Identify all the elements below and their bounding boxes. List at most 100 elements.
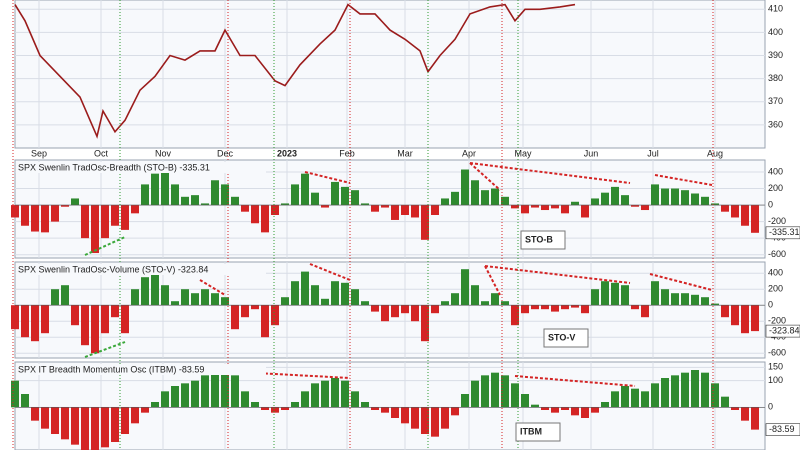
bar — [381, 407, 389, 413]
bar — [401, 407, 409, 424]
bar — [191, 293, 199, 306]
bar — [571, 305, 579, 308]
bar — [371, 407, 379, 410]
bar — [501, 375, 509, 408]
bar — [741, 305, 749, 334]
bar — [631, 205, 639, 207]
bar — [311, 383, 319, 408]
bar — [321, 298, 329, 306]
bar — [721, 205, 729, 212]
value-tag — [765, 226, 800, 240]
bar — [341, 380, 349, 408]
bar — [591, 289, 599, 306]
bar — [521, 205, 529, 214]
bar — [671, 188, 679, 206]
bar — [241, 391, 249, 408]
bar — [51, 289, 59, 306]
plot-area — [14, 159, 766, 259]
bar — [421, 305, 429, 342]
bar — [541, 407, 549, 410]
y-tick-label: -600 — [768, 249, 786, 259]
bar — [131, 289, 139, 306]
bar — [491, 372, 499, 408]
y-tick-label: -200 — [768, 316, 786, 326]
bar — [531, 404, 539, 408]
trendline — [84, 236, 126, 256]
bar — [341, 282, 349, 306]
trendline — [484, 265, 501, 296]
bar — [571, 407, 579, 416]
bar — [21, 205, 29, 226]
bar — [481, 190, 489, 206]
bar — [211, 180, 219, 206]
bar — [511, 205, 519, 209]
bar — [301, 391, 309, 408]
bar — [371, 205, 379, 212]
bar — [61, 407, 69, 440]
bar — [351, 391, 359, 408]
bar — [631, 305, 639, 310]
bar — [101, 407, 109, 448]
x-tick-label: Jun — [584, 148, 599, 158]
bar — [631, 388, 639, 408]
bar — [221, 297, 229, 306]
bar — [751, 407, 759, 430]
trendline — [469, 162, 631, 184]
bar — [571, 201, 579, 206]
bar — [381, 205, 389, 208]
value-tag-label: -83.59 — [769, 424, 795, 434]
bar — [261, 305, 269, 338]
bar — [561, 407, 569, 410]
bar — [401, 205, 409, 215]
bar — [691, 370, 699, 408]
bar — [391, 407, 399, 418]
bar — [421, 205, 429, 240]
bar — [291, 402, 299, 408]
bar — [211, 372, 219, 408]
bar — [41, 407, 49, 429]
bar — [361, 203, 369, 206]
bar — [291, 184, 299, 206]
value-tag — [765, 324, 800, 338]
x-tick-label: Mar — [397, 148, 413, 158]
bar — [221, 184, 229, 206]
bar — [711, 303, 719, 306]
bar — [191, 380, 199, 408]
bar — [621, 386, 629, 408]
bar — [641, 205, 649, 211]
y-tick-label: -600 — [768, 348, 786, 358]
bar — [701, 297, 709, 306]
bar — [501, 196, 509, 206]
bar — [641, 391, 649, 408]
bar — [251, 402, 259, 408]
x-tick-label: Apr — [462, 148, 476, 158]
bar — [271, 407, 279, 413]
bar — [691, 294, 699, 306]
bar — [91, 305, 99, 354]
bar — [591, 407, 599, 413]
bar — [551, 407, 559, 413]
bar — [131, 407, 139, 424]
bar — [521, 394, 529, 408]
bar — [141, 277, 149, 306]
bar — [51, 205, 59, 222]
bar — [121, 407, 129, 434]
bar — [511, 305, 519, 326]
bar — [581, 407, 589, 418]
y-tick-label: 200 — [768, 284, 783, 294]
panel-title: SPX Swenlin TradOsc-Volume (STO-V) -323.… — [18, 264, 208, 274]
bar — [251, 205, 259, 224]
bar — [561, 205, 569, 214]
bar — [351, 289, 359, 306]
bar — [21, 394, 29, 408]
bar — [441, 301, 449, 306]
y-tick-label: 150 — [768, 362, 783, 372]
bar — [621, 195, 629, 206]
bar — [551, 305, 559, 312]
y-tick-label: 200 — [768, 183, 783, 193]
y-tick-label: 400 — [768, 166, 783, 176]
bar — [511, 383, 519, 408]
bar — [741, 205, 749, 226]
bar — [91, 407, 99, 450]
bar — [311, 285, 319, 306]
